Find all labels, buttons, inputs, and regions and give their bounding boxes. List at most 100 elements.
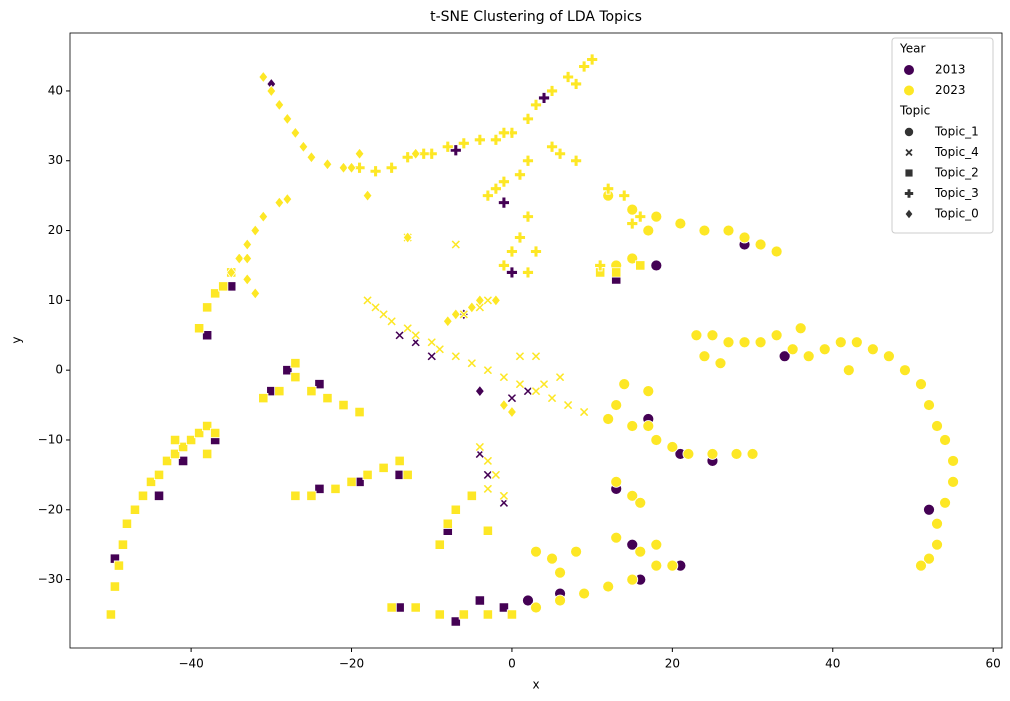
point <box>738 336 751 349</box>
point <box>258 210 269 223</box>
point <box>498 497 510 509</box>
point <box>682 448 695 460</box>
point <box>362 295 373 306</box>
point <box>338 399 349 411</box>
point <box>530 245 542 258</box>
point <box>210 288 221 299</box>
point <box>923 503 935 516</box>
point <box>161 455 173 466</box>
point <box>834 336 847 349</box>
point <box>594 259 607 272</box>
point <box>145 476 157 487</box>
point <box>939 434 951 446</box>
legend-marker <box>902 64 916 76</box>
point <box>626 217 639 230</box>
point <box>369 165 382 178</box>
legend-label: Topic_2 <box>934 166 979 180</box>
point <box>105 609 116 620</box>
point <box>626 573 639 586</box>
point <box>362 189 373 202</box>
point <box>266 84 277 98</box>
y-tick-label: 20 <box>48 223 63 237</box>
y-tick-label: −30 <box>38 572 63 586</box>
point <box>466 301 477 314</box>
point <box>402 231 413 244</box>
point <box>218 281 229 292</box>
point <box>242 273 253 286</box>
point <box>578 406 590 418</box>
point <box>706 448 719 460</box>
point <box>650 559 663 572</box>
legend-marker <box>905 209 913 219</box>
point <box>466 357 478 369</box>
point <box>442 518 453 529</box>
point <box>306 151 317 164</box>
point <box>474 448 486 460</box>
point <box>915 559 927 572</box>
point <box>618 189 631 202</box>
point <box>314 483 325 494</box>
point <box>610 399 623 411</box>
point <box>650 538 663 551</box>
x-tick-label: −20 <box>339 657 364 671</box>
point <box>386 602 397 613</box>
point <box>290 126 301 139</box>
point <box>169 448 181 460</box>
point <box>362 469 373 480</box>
point <box>554 566 566 579</box>
point <box>226 266 237 279</box>
point <box>666 441 679 453</box>
point <box>642 385 655 397</box>
point <box>202 330 213 341</box>
point <box>306 386 317 397</box>
point <box>578 60 591 73</box>
point <box>242 238 253 251</box>
point <box>274 386 285 397</box>
y-tick-label: 40 <box>48 83 63 97</box>
point <box>931 538 943 551</box>
point <box>481 189 494 202</box>
point <box>506 266 518 279</box>
point <box>506 392 518 404</box>
point <box>626 252 639 265</box>
point <box>354 406 365 418</box>
point <box>650 259 663 272</box>
point <box>473 133 486 146</box>
y-tick-label: −10 <box>38 432 63 446</box>
point <box>650 210 663 223</box>
point <box>850 336 863 349</box>
point <box>385 161 398 174</box>
legend-label: 2013 <box>935 63 966 77</box>
point <box>482 525 493 536</box>
point <box>338 161 349 174</box>
point <box>498 371 510 383</box>
point <box>626 203 639 216</box>
point <box>522 154 534 167</box>
point <box>482 364 494 376</box>
point <box>642 224 655 237</box>
point <box>129 504 141 515</box>
point <box>730 448 743 460</box>
point <box>298 140 309 153</box>
point <box>570 154 583 167</box>
point <box>611 267 622 278</box>
point <box>457 137 470 150</box>
point <box>482 483 494 495</box>
point <box>498 490 510 502</box>
point <box>939 496 951 509</box>
point <box>274 98 285 112</box>
point <box>538 92 550 104</box>
point <box>402 323 413 334</box>
legend-label: Topic_3 <box>934 186 979 200</box>
point <box>346 476 357 487</box>
point <box>915 378 927 390</box>
point <box>530 545 542 558</box>
point <box>770 329 783 342</box>
point <box>410 330 421 341</box>
point <box>507 405 517 419</box>
y-axis-label: y <box>10 336 24 343</box>
point <box>282 112 293 126</box>
point <box>530 385 542 397</box>
point <box>522 266 534 279</box>
